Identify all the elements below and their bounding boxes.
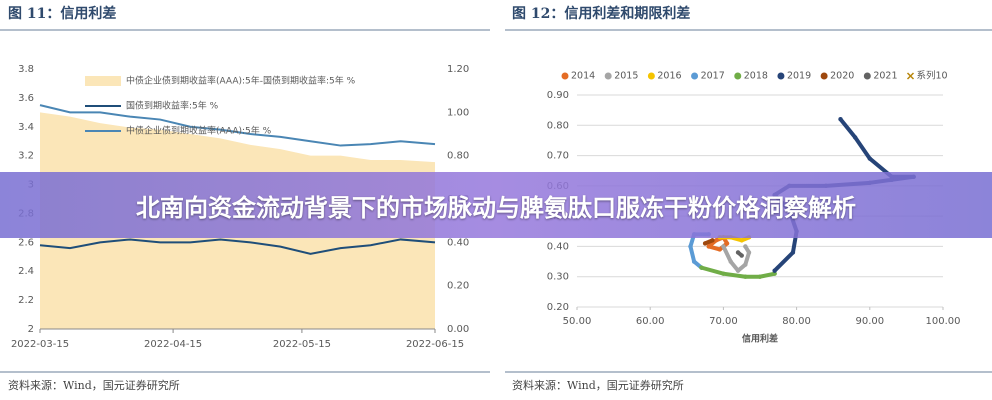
- y-tick-label: 0.40: [547, 241, 569, 252]
- point: [772, 268, 777, 273]
- point: [746, 250, 752, 255]
- point: [710, 238, 715, 243]
- legend-label: 2015: [614, 71, 638, 82]
- legend-marker: [734, 72, 742, 80]
- legend-label: 中债企业债到期收益率(AAA):5年 %: [126, 125, 272, 137]
- y-tick-label: 3.8: [18, 64, 34, 75]
- y2-tick-label: 0.00: [447, 324, 469, 335]
- point: [852, 135, 858, 140]
- point: [772, 271, 777, 276]
- line: [39, 238, 436, 255]
- point: [739, 238, 744, 243]
- legend-marker: [604, 72, 612, 80]
- y-tick-label: 0.90: [547, 90, 569, 101]
- y-tick-label: 0.30: [547, 272, 569, 283]
- y-tick-label: 2.4: [18, 266, 34, 277]
- point: [867, 156, 872, 161]
- x-tick-label: 2022-03-15: [11, 339, 69, 350]
- line: [721, 244, 752, 273]
- point: [735, 268, 741, 273]
- legend-label: 2020: [830, 71, 854, 82]
- y-tick-label: 0.20: [547, 302, 569, 313]
- legend-marker: [691, 72, 699, 80]
- point: [691, 259, 697, 264]
- legend-label: 国债到期收益率:5年 %: [126, 100, 219, 112]
- x-tick-label: 2022-05-15: [273, 339, 331, 350]
- legend-label: 2019: [787, 71, 811, 82]
- point: [713, 238, 719, 243]
- y2-tick-label: 1.20: [447, 64, 469, 75]
- legend-marker: [777, 72, 785, 80]
- x-tick-label: 70.00: [709, 316, 738, 327]
- chart-title: 图 11：信用利差: [8, 5, 116, 22]
- legend-label: 2017: [701, 71, 725, 82]
- legend-marker: [820, 72, 828, 80]
- legend-marker: [863, 72, 871, 80]
- legend-marker: [647, 72, 655, 80]
- point: [735, 250, 741, 255]
- x-tick-label: 2022-04-15: [144, 339, 202, 350]
- y-tick-label: 3.4: [18, 122, 34, 133]
- legend-label: 系列10: [917, 70, 948, 82]
- point: [739, 253, 744, 258]
- source: 资料来源：Wind，国元证券研究所: [8, 378, 180, 392]
- legend-label: 2018: [744, 71, 768, 82]
- point: [706, 244, 711, 249]
- legend-marker: [561, 72, 569, 80]
- point: [724, 241, 730, 246]
- legend-label: 2014: [571, 71, 595, 82]
- legend-label: 2016: [657, 71, 681, 82]
- x-tick-label: 50.00: [563, 316, 592, 327]
- y-tick-label: 0.80: [547, 120, 569, 131]
- point: [743, 262, 748, 267]
- legend-marker: [906, 72, 915, 80]
- y-tick-label: 2.6: [18, 237, 34, 248]
- x-tick-label: 100.00: [926, 316, 961, 327]
- source: 资料来源：Wind，国元证券研究所: [512, 378, 684, 392]
- point: [688, 244, 693, 249]
- point: [728, 259, 733, 264]
- point: [790, 250, 796, 255]
- point: [757, 274, 763, 279]
- y2-tick-label: 0.20: [447, 281, 469, 292]
- point: [838, 117, 843, 122]
- point: [717, 247, 722, 252]
- y2-tick-label: 0.40: [447, 237, 469, 248]
- legend-swatch: [85, 76, 121, 86]
- point: [743, 244, 748, 249]
- point: [702, 241, 708, 246]
- y2-tick-label: 0.80: [447, 151, 469, 162]
- legend-label: 2021: [873, 71, 897, 82]
- point: [743, 274, 748, 279]
- y2-tick-label: 1.00: [447, 107, 469, 118]
- x-tick-label: 60.00: [636, 316, 665, 327]
- point: [699, 265, 704, 270]
- line: [39, 104, 436, 147]
- x-tick-label: 2022-06-15: [406, 339, 464, 350]
- y-tick-label: 0.70: [547, 151, 569, 162]
- y-tick-label: 2: [28, 324, 34, 335]
- chart-title: 图 12：信用利差和期限利差: [512, 5, 690, 22]
- point: [721, 271, 726, 276]
- y-tick-label: 2.2: [18, 295, 34, 306]
- point: [721, 244, 726, 249]
- x-tick-label: 80.00: [782, 316, 811, 327]
- legend-label: 中债企业债到期收益率(AAA):5年-国债到期收益率:5年 %: [126, 75, 356, 87]
- banner: 北南向资金流动背景下的市场脉动与脾氨肽口服冻干粉价格洞察解析: [0, 172, 992, 238]
- x-tick-label: 90.00: [855, 316, 884, 327]
- y-tick-label: 3.6: [18, 93, 34, 104]
- x-axis-label: 信用利差: [742, 333, 778, 345]
- y-tick-label: 3.2: [18, 151, 34, 162]
